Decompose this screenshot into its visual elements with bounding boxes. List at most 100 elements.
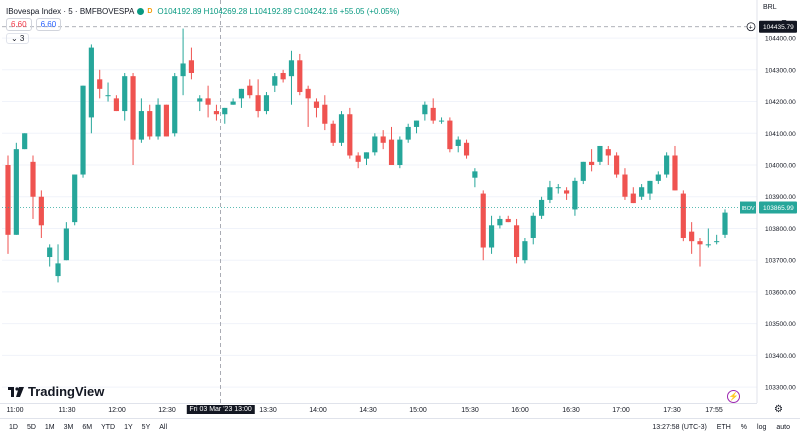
range-button-1m[interactable]: 1M: [44, 424, 55, 431]
candle: [714, 234, 720, 245]
currency-label[interactable]: BRL: [763, 4, 777, 11]
gear-icon[interactable]: ⚙: [774, 404, 783, 415]
range-button-5d[interactable]: 5D: [26, 424, 36, 431]
candle-body: [322, 104, 328, 124]
candle-body: [297, 60, 303, 93]
candle: [422, 101, 428, 121]
candle-body: [697, 241, 703, 245]
candle: [272, 72, 278, 93]
candle: [505, 215, 511, 223]
candle-body: [122, 76, 128, 112]
candle: [55, 244, 61, 283]
candle: [397, 136, 403, 169]
candle: [255, 79, 261, 118]
candle-body: [105, 95, 111, 97]
candle-body: [63, 228, 69, 261]
candle: [105, 82, 111, 102]
candle-body: [714, 241, 720, 243]
candle: [405, 123, 411, 143]
candle: [547, 180, 553, 204]
time-tick-label: 14:00: [309, 407, 327, 414]
candle-body: [72, 174, 78, 223]
sell-button[interactable]: 6.60: [6, 18, 32, 31]
scale-settings-icon[interactable]: ≡: [781, 17, 787, 27]
candle-body: [30, 161, 36, 197]
candle: [213, 104, 220, 121]
range-button-5y[interactable]: 5Y: [141, 424, 151, 431]
candle-body: [664, 155, 670, 175]
candle-body: [222, 107, 228, 115]
candle: [705, 228, 711, 248]
log-toggle[interactable]: log: [757, 424, 767, 431]
time-tick-label: 14:30: [359, 407, 377, 414]
candle-body: [313, 101, 320, 108]
candle: [664, 152, 670, 178]
range-button-ytd[interactable]: YTD: [101, 424, 116, 431]
price-tick-label: 104400.00: [765, 36, 796, 43]
price-axis: 104400.00 104300.00 104200.00 104100.00 1040…: [765, 36, 796, 392]
price-tick-label: 104300.00: [765, 67, 796, 74]
indicators-toggle[interactable]: ⌄ 3: [6, 33, 30, 44]
tradingview-logo: TradingView: [8, 384, 104, 399]
candle: [197, 95, 203, 112]
candle: [205, 85, 211, 118]
candle-body: [589, 161, 595, 166]
candle: [263, 92, 270, 115]
percent-toggle[interactable]: %: [740, 424, 748, 431]
session-toggle[interactable]: ETH: [716, 424, 731, 431]
candle-body: [580, 161, 586, 181]
range-button-1d[interactable]: 1D: [9, 424, 18, 431]
price-grid: [2, 37, 757, 388]
auto-toggle[interactable]: auto: [776, 424, 790, 431]
candle: [130, 72, 136, 166]
lightning-icon[interactable]: ⚡: [727, 390, 740, 403]
candle-body: [197, 98, 203, 102]
candle: [530, 212, 536, 245]
candle: [230, 98, 236, 105]
time-tick-label: 17:55: [705, 407, 723, 414]
symbol-title[interactable]: IBovespa Index · 5 · BMFBOVESPA: [6, 6, 135, 16]
candle-body: [438, 120, 445, 122]
candle: [572, 177, 578, 216]
price-tick-label: 103900.00: [765, 194, 796, 201]
candle-body: [272, 76, 278, 86]
range-button-1y[interactable]: 1Y: [124, 424, 133, 431]
candle-body: [263, 95, 270, 112]
candle-body: [172, 76, 178, 134]
candle: [38, 190, 44, 238]
candle: [330, 120, 336, 146]
crosshair-price-label: 104435.79: [763, 24, 794, 31]
candle: [63, 222, 69, 261]
candle-body: [680, 193, 686, 238]
range-button-all[interactable]: All: [159, 424, 168, 431]
candle: [689, 222, 695, 254]
candlestick-chart[interactable]: +104435.79 IBOV 103865.99 104400.00 104300.…: [0, 0, 800, 403]
candle-body: [330, 123, 336, 143]
candle-body: [38, 196, 44, 226]
candle: [238, 88, 245, 108]
time-axis[interactable]: Fri 03 Mar '23 13:00 11:00 11:30 12:00 12:3…: [0, 403, 757, 418]
time-tick-label: 11:30: [58, 407, 76, 414]
candle: [97, 69, 103, 99]
candle: [72, 174, 78, 226]
candle-body: [647, 180, 653, 194]
time-tick-label: 13:30: [259, 407, 277, 414]
candle-body: [472, 171, 478, 178]
candles: [5, 28, 728, 283]
candle: [88, 44, 94, 134]
candle-body: [447, 120, 453, 150]
candle-body: [605, 149, 611, 156]
candle: [138, 98, 144, 143]
range-button-3m[interactable]: 3M: [63, 424, 74, 431]
candle: [555, 184, 561, 194]
clock-time[interactable]: 13:27:58 (UTC-3): [652, 424, 707, 431]
range-button-6m[interactable]: 6M: [82, 424, 93, 431]
candle-body: [413, 120, 420, 127]
chart-legend: IBovespa Index · 5 · BMFBOVESPA D O10419…: [6, 4, 399, 18]
candle-body: [97, 79, 103, 89]
buy-button[interactable]: 6.60: [35, 18, 62, 31]
candle: [589, 149, 595, 172]
candle-body: [205, 98, 211, 105]
candle: [722, 209, 728, 238]
candle: [639, 184, 645, 200]
